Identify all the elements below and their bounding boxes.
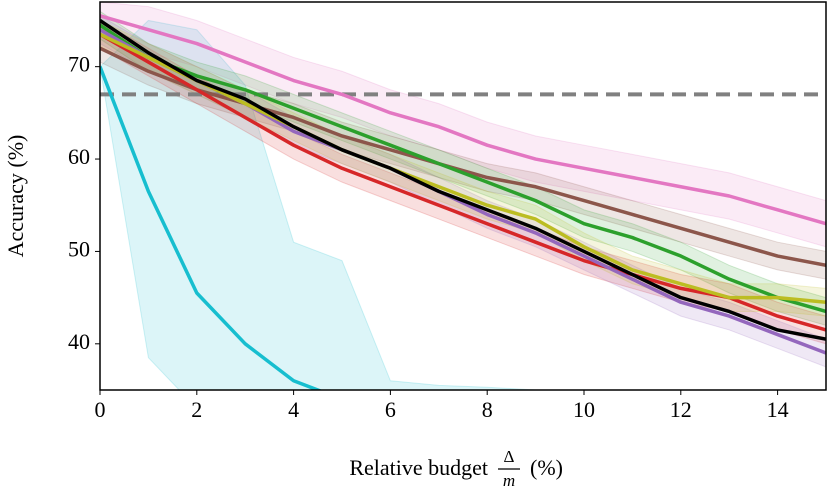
plot-area — [100, 2, 826, 390]
x-tick-label: 14 — [767, 397, 789, 422]
x-tick-label: 8 — [482, 397, 493, 422]
y-tick-label: 50 — [68, 236, 90, 261]
series-line — [100, 66, 323, 390]
confidence-band — [100, 19, 537, 390]
x-tick-label: 0 — [95, 397, 106, 422]
series-line — [100, 23, 826, 314]
x-tick-label: 2 — [191, 397, 202, 422]
y-axis-label: Accuracy (%) — [3, 135, 28, 258]
y-tick-label: 70 — [68, 52, 90, 77]
x-axis-label-denominator: m — [503, 471, 515, 490]
x-axis-unit: (%) — [530, 455, 563, 480]
x-axis-label: Relative budget — [349, 455, 488, 480]
y-tick-label: 60 — [68, 144, 90, 169]
plot-frame — [99, 1, 827, 391]
series-line — [100, 14, 826, 226]
confidence-band — [100, 2, 826, 248]
series-line — [100, 46, 826, 268]
x-axis-label-numerator: Δ — [504, 447, 515, 466]
x-tick-label: 6 — [385, 397, 396, 422]
x-tick-label: 12 — [670, 397, 692, 422]
confidence-band — [100, 19, 826, 345]
series-line — [100, 32, 826, 332]
x-tick-label: 10 — [573, 397, 595, 422]
series-line — [100, 32, 826, 304]
x-tick-label: 4 — [288, 397, 299, 422]
y-tick-label: 40 — [68, 329, 90, 354]
confidence-band — [100, 10, 826, 326]
series-line — [100, 19, 826, 341]
